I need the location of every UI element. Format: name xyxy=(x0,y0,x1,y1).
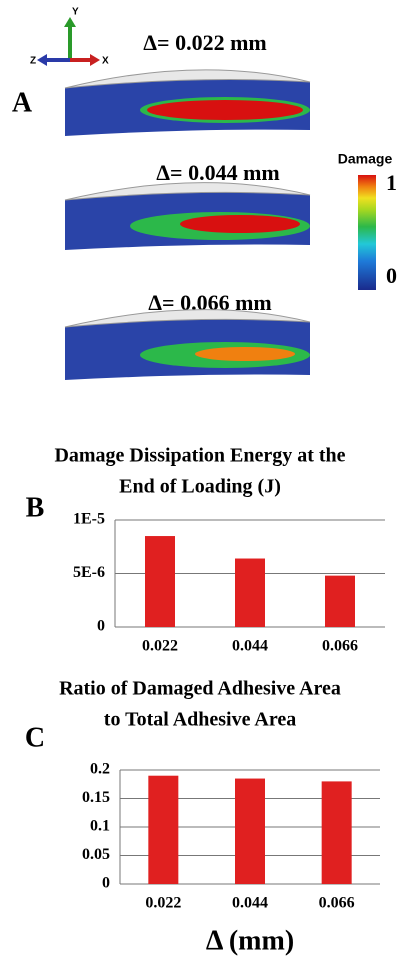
triad-y: Y xyxy=(72,7,79,18)
caption: Δ= 0.022 mm xyxy=(143,30,266,55)
bar xyxy=(148,776,178,884)
adhesive-shape xyxy=(65,310,310,380)
colorbar xyxy=(358,175,376,290)
axis-triad: Y Z X xyxy=(30,7,109,67)
y-tick-label: 0 xyxy=(102,875,110,892)
x-tick-label: 0.066 xyxy=(319,895,355,912)
x-tick-label: 0.066 xyxy=(322,638,358,655)
bar xyxy=(235,559,265,627)
legend-title: Damage xyxy=(338,151,393,167)
y-tick-label: 0.15 xyxy=(82,789,110,806)
y-tick-label: 0 xyxy=(97,618,105,635)
figure: Y Z X Δ= 0.022 mm Δ= 0.044 mm Δ= 0.066 m… xyxy=(0,0,404,958)
caption: Δ= 0.044 mm xyxy=(156,160,279,185)
colorbar-label: 1 xyxy=(386,170,397,195)
triad-x: X xyxy=(102,56,109,67)
bar xyxy=(325,576,355,627)
x-tick-label: 0.044 xyxy=(232,895,268,912)
chart-title: Damage Dissipation Energy at the xyxy=(54,445,345,467)
colorbar-label: 0 xyxy=(386,263,397,288)
panel-label: B xyxy=(26,492,45,523)
bar xyxy=(235,779,265,884)
triad-z: Z xyxy=(30,56,36,67)
x-tick-label: 0.044 xyxy=(232,638,268,655)
chart-title: to Total Adhesive Area xyxy=(104,709,296,731)
x-tick-label: 0.022 xyxy=(145,895,181,912)
chart-title: End of Loading (J) xyxy=(119,476,281,498)
bar xyxy=(145,536,175,627)
y-tick-label: 0.1 xyxy=(90,818,110,835)
panel-label: A xyxy=(12,87,33,118)
bar xyxy=(322,781,352,884)
adhesive-shape xyxy=(65,183,310,250)
panel-label: C xyxy=(25,722,45,753)
chart-title: Ratio of Damaged Adhesive Area xyxy=(59,678,341,700)
x-axis-label: Δ (mm) xyxy=(206,925,294,956)
x-tick-label: 0.022 xyxy=(142,638,178,655)
y-tick-label: 0.05 xyxy=(82,846,110,863)
y-tick-label: 1E-5 xyxy=(73,511,105,528)
y-tick-label: 0.2 xyxy=(90,761,110,778)
y-tick-label: 5E-6 xyxy=(73,564,105,581)
adhesive-shape xyxy=(65,70,310,136)
